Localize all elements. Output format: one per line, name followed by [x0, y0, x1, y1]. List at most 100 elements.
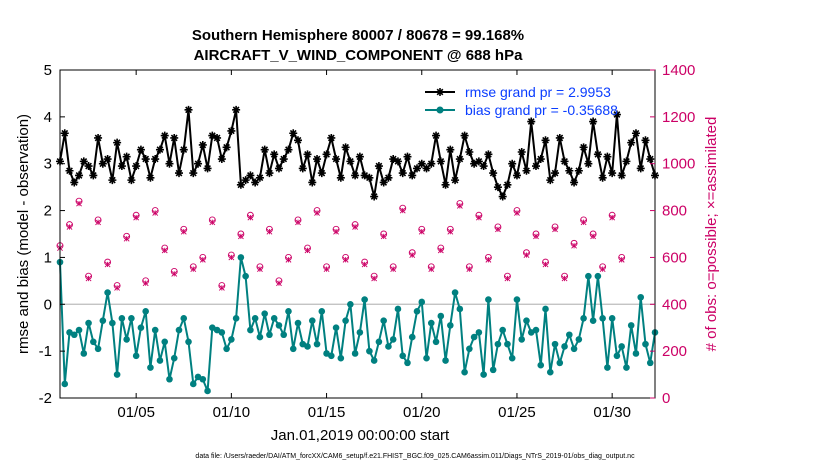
bias-point	[261, 310, 268, 317]
x-tick-label: 01/25	[498, 404, 536, 421]
bias-point	[180, 315, 188, 322]
count-assimilated-point	[390, 266, 397, 273]
bias-point	[404, 359, 411, 367]
count-assimilated-point	[285, 256, 292, 263]
y-axis-right-label: # of obs: o=possible; ×=assimilated	[703, 117, 720, 352]
bias-point	[585, 272, 592, 280]
rmse-point	[75, 171, 84, 180]
bias-point	[118, 315, 126, 322]
rmse-point	[146, 173, 155, 182]
bias-point	[175, 326, 183, 334]
bias-point	[432, 338, 440, 346]
bias-point	[623, 364, 630, 371]
count-assimilated-point	[247, 214, 254, 221]
rmse-point	[432, 131, 441, 140]
bias-point	[594, 272, 602, 280]
count-assimilated-point	[580, 219, 587, 226]
x-axis-label: Jan.01,2019 00:00:00 start	[271, 427, 450, 444]
bias-point	[332, 324, 340, 332]
rmse-point	[532, 162, 540, 171]
rmse-point	[455, 155, 464, 164]
bias-point	[380, 317, 387, 324]
rmse-point	[270, 150, 279, 159]
bias-point	[256, 333, 264, 341]
bias-point	[328, 352, 335, 360]
rmse-point	[355, 152, 364, 161]
rmse-point	[79, 157, 88, 166]
rmse-point	[365, 173, 374, 182]
bias-point	[351, 350, 359, 357]
count-assimilated-point	[85, 275, 92, 282]
bias-point	[485, 296, 492, 303]
count-assimilated-point	[161, 247, 168, 254]
rmse-point	[179, 145, 188, 154]
rmse-point	[141, 155, 150, 164]
bias-point	[132, 352, 140, 360]
rmse-point	[136, 145, 145, 154]
y-tick-label: -2	[39, 390, 52, 407]
bias-point	[556, 359, 564, 367]
bias-point	[575, 336, 583, 343]
bias-point	[361, 296, 368, 303]
rmse-point	[427, 159, 436, 168]
x-tick-label: 01/10	[213, 404, 251, 421]
bias-point	[242, 272, 249, 280]
rmse-point	[94, 133, 103, 142]
rmse-point	[436, 157, 445, 166]
rmse-point	[222, 143, 231, 152]
y-tick-label: 5	[44, 62, 52, 79]
legend-bias-marker	[436, 106, 444, 114]
count-assimilated-point	[295, 219, 301, 226]
y-right-tick-label: 1400	[662, 62, 695, 79]
rmse-point	[541, 136, 550, 145]
rmse-point	[460, 131, 469, 140]
count-assimilated-point	[418, 228, 425, 235]
count-assimilated-point	[485, 256, 492, 263]
rmse-point	[175, 169, 183, 178]
bias-point	[580, 315, 587, 322]
bias-point	[90, 338, 97, 346]
rmse-point	[132, 162, 141, 171]
rmse-point	[484, 150, 493, 159]
rmse-point	[236, 180, 245, 189]
bias-point	[413, 308, 421, 315]
bias-point	[475, 329, 483, 336]
bias-point	[613, 352, 621, 360]
rmse-point	[517, 148, 526, 156]
count-assimilated-point	[237, 233, 244, 240]
bias-point	[551, 340, 559, 348]
y-axis-left-label: rmse and bias (model - observation)	[15, 114, 32, 354]
bias-point	[294, 319, 302, 327]
rmse-series-layer	[56, 105, 659, 201]
rmse-point	[374, 162, 383, 171]
counts-layer	[56, 197, 626, 291]
bias-point	[537, 361, 545, 369]
rmse-point	[298, 164, 307, 173]
y-right-tick-label: 400	[662, 296, 687, 313]
count-assimilated-point	[361, 261, 368, 268]
y-right-tick-label: 1200	[662, 109, 695, 126]
bias-point	[280, 331, 288, 339]
rmse-point	[446, 145, 455, 154]
bias-point	[375, 338, 383, 346]
count-assimilated-point	[428, 266, 435, 273]
rmse-point	[151, 155, 160, 164]
rmse-point	[560, 157, 569, 166]
legend-bias-label: bias grand pr = -0.35688	[465, 102, 618, 118]
bias-point	[337, 354, 345, 362]
rmse-point	[370, 192, 379, 201]
rmse-point	[536, 155, 545, 164]
count-assimilated-point	[218, 284, 225, 291]
rmse-point	[422, 164, 431, 173]
rmse-point	[617, 171, 626, 180]
rmse-point	[508, 159, 517, 168]
rmse-point	[251, 178, 260, 187]
rmse-point	[155, 145, 164, 154]
bias-point	[70, 331, 78, 339]
rmse-point	[170, 133, 179, 142]
chart-subtitle: AIRCRAFT_V_WIND_COMPONENT @ 688 hPa	[194, 47, 524, 64]
bias-point	[366, 347, 373, 355]
rmse-point	[294, 136, 302, 145]
bias-point	[270, 315, 278, 322]
bias-point	[542, 305, 549, 313]
